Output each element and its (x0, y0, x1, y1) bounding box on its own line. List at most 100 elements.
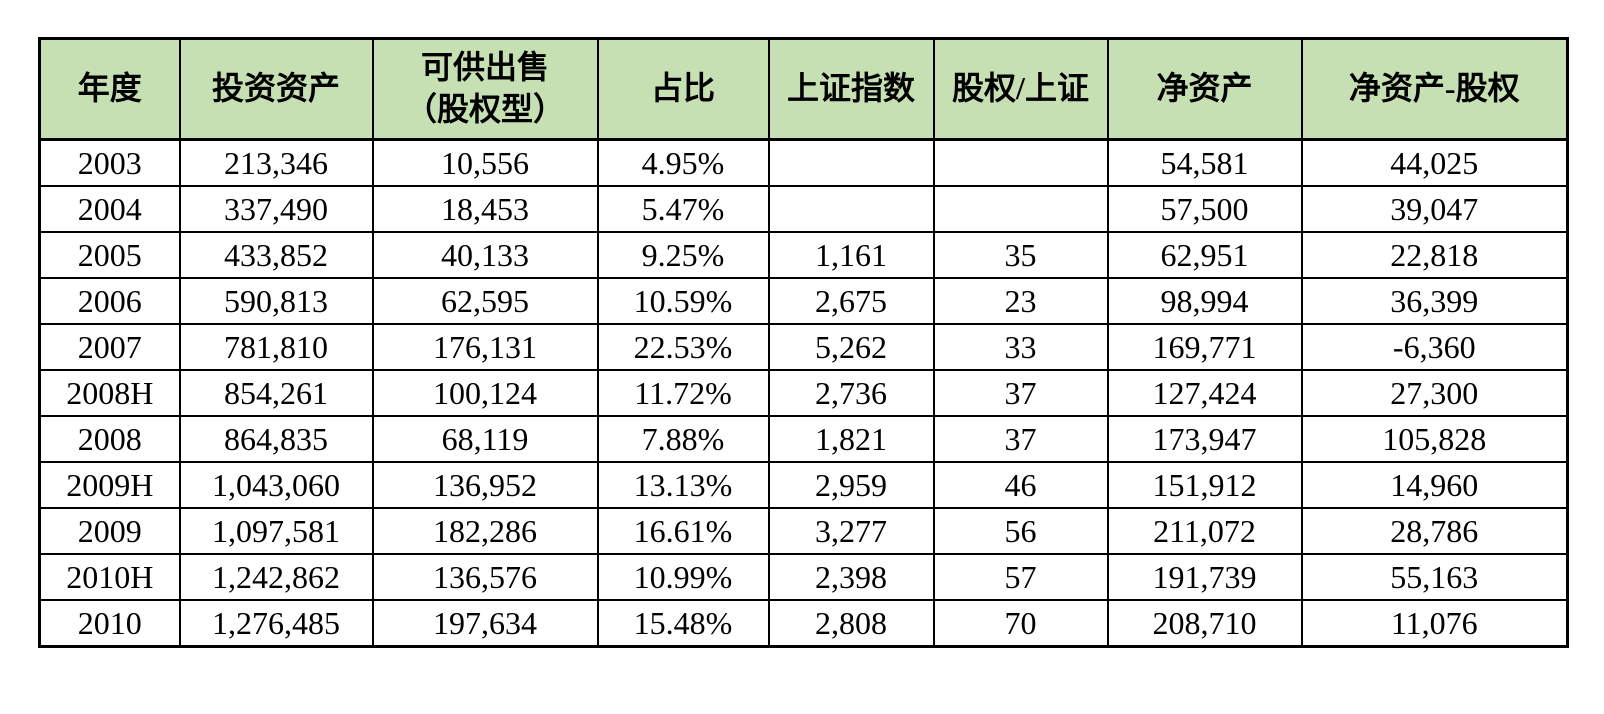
table-row-2010H: 2010H 1,242,862 136,576 10.99% 2,398 57 … (38, 553, 1569, 601)
cell-ratio: 15.48% (596, 599, 770, 648)
cell-net-assets: 127,424 (1106, 369, 1303, 417)
cell-net-assets: 62,951 (1106, 231, 1303, 279)
cell-net-assets: 191,739 (1106, 553, 1303, 601)
table-row-2005: 2005 433,852 40,133 9.25% 1,161 35 62,95… (38, 231, 1569, 279)
cell-investment-assets: 864,835 (178, 415, 374, 463)
cell-net-assets-minus-equity: 105,828 (1300, 415, 1569, 463)
cell-available-for-sale: 182,286 (371, 507, 599, 555)
cell-ratio: 16.61% (596, 507, 770, 555)
cell-equity-over-sse (932, 185, 1109, 233)
column-header-net-assets-minus-equity: 净资产-股权 (1300, 37, 1569, 141)
cell-sse-index: 2,675 (767, 277, 935, 325)
financial-data-table: 年度 投资资产 可供出售 （股权型） 占比 上证指数 股权/上证 净资产 净资产… (38, 37, 1569, 648)
cell-sse-index (767, 138, 935, 187)
table-row-2010: 2010 1,276,485 197,634 15.48% 2,808 70 2… (38, 599, 1569, 648)
cell-year: 2005 (38, 231, 181, 279)
table-row-2006: 2006 590,813 62,595 10.59% 2,675 23 98,9… (38, 277, 1569, 325)
cell-ratio: 11.72% (596, 369, 770, 417)
cell-ratio: 7.88% (596, 415, 770, 463)
cell-net-assets: 211,072 (1106, 507, 1303, 555)
cell-sse-index: 3,277 (767, 507, 935, 555)
cell-year: 2009 (38, 507, 181, 555)
cell-ratio: 10.99% (596, 553, 770, 601)
column-header-ratio: 占比 (596, 37, 770, 141)
cell-available-for-sale: 197,634 (371, 599, 599, 648)
column-header-net-assets: 净资产 (1106, 37, 1303, 141)
cell-net-assets-minus-equity: 14,960 (1300, 461, 1569, 509)
cell-ratio: 9.25% (596, 231, 770, 279)
cell-equity-over-sse: 57 (932, 553, 1109, 601)
cell-sse-index: 1,821 (767, 415, 935, 463)
cell-investment-assets: 213,346 (178, 138, 374, 187)
cell-sse-index: 2,959 (767, 461, 935, 509)
table-row-2009H: 2009H 1,043,060 136,952 13.13% 2,959 46 … (38, 461, 1569, 509)
cell-ratio: 10.59% (596, 277, 770, 325)
column-header-equity-over-sse: 股权/上证 (932, 37, 1109, 141)
cell-equity-over-sse: 33 (932, 323, 1109, 371)
cell-year: 2007 (38, 323, 181, 371)
cell-investment-assets: 1,043,060 (178, 461, 374, 509)
cell-investment-assets: 590,813 (178, 277, 374, 325)
cell-available-for-sale: 136,576 (371, 553, 599, 601)
cell-year: 2010H (38, 553, 181, 601)
cell-net-assets-minus-equity: 44,025 (1300, 138, 1569, 187)
cell-available-for-sale: 100,124 (371, 369, 599, 417)
cell-net-assets-minus-equity-negative: -6,360 (1300, 323, 1569, 371)
table-row-2003: 2003 213,346 10,556 4.95% 54,581 44,025 (38, 138, 1569, 187)
table-row-2007: 2007 781,810 176,131 22.53% 5,262 33 169… (38, 323, 1569, 371)
cell-equity-over-sse: 37 (932, 369, 1109, 417)
table-row-2004: 2004 337,490 18,453 5.47% 57,500 39,047 (38, 185, 1569, 233)
cell-equity-over-sse: 35 (932, 231, 1109, 279)
cell-available-for-sale: 68,119 (371, 415, 599, 463)
column-header-sse-index: 上证指数 (767, 37, 935, 141)
table-row-2008: 2008 864,835 68,119 7.88% 1,821 37 173,9… (38, 415, 1569, 463)
cell-ratio: 4.95% (596, 138, 770, 187)
cell-net-assets-minus-equity: 55,163 (1300, 553, 1569, 601)
table-header-row: 年度 投资资产 可供出售 （股权型） 占比 上证指数 股权/上证 净资产 净资产… (38, 37, 1569, 141)
cell-available-for-sale: 136,952 (371, 461, 599, 509)
cell-available-for-sale: 10,556 (371, 138, 599, 187)
cell-net-assets: 98,994 (1106, 277, 1303, 325)
cell-investment-assets: 433,852 (178, 231, 374, 279)
cell-net-assets: 173,947 (1106, 415, 1303, 463)
cell-sse-index: 2,398 (767, 553, 935, 601)
table-row-2009: 2009 1,097,581 182,286 16.61% 3,277 56 2… (38, 507, 1569, 555)
cell-ratio: 22.53% (596, 323, 770, 371)
cell-available-for-sale: 62,595 (371, 277, 599, 325)
cell-investment-assets: 1,097,581 (178, 507, 374, 555)
column-header-investment-assets: 投资资产 (178, 37, 374, 141)
cell-equity-over-sse: 56 (932, 507, 1109, 555)
cell-net-assets: 57,500 (1106, 185, 1303, 233)
cell-available-for-sale: 176,131 (371, 323, 599, 371)
cell-year: 2008H (38, 369, 181, 417)
column-header-year: 年度 (38, 37, 181, 141)
cell-sse-index: 2,808 (767, 599, 935, 648)
cell-net-assets-minus-equity: 22,818 (1300, 231, 1569, 279)
cell-equity-over-sse: 70 (932, 599, 1109, 648)
cell-net-assets-minus-equity: 27,300 (1300, 369, 1569, 417)
cell-year: 2006 (38, 277, 181, 325)
cell-net-assets-minus-equity: 28,786 (1300, 507, 1569, 555)
cell-equity-over-sse (932, 138, 1109, 187)
cell-available-for-sale: 18,453 (371, 185, 599, 233)
cell-net-assets: 151,912 (1106, 461, 1303, 509)
cell-net-assets-minus-equity: 36,399 (1300, 277, 1569, 325)
column-header-available-for-sale-equity: 可供出售 （股权型） (371, 37, 599, 141)
cell-net-assets-minus-equity: 11,076 (1300, 599, 1569, 648)
cell-year: 2009H (38, 461, 181, 509)
cell-sse-index: 2,736 (767, 369, 935, 417)
table-row-2008H: 2008H 854,261 100,124 11.72% 2,736 37 12… (38, 369, 1569, 417)
cell-ratio: 13.13% (596, 461, 770, 509)
cell-sse-index: 1,161 (767, 231, 935, 279)
cell-equity-over-sse: 37 (932, 415, 1109, 463)
cell-net-assets: 54,581 (1106, 138, 1303, 187)
cell-net-assets: 208,710 (1106, 599, 1303, 648)
cell-sse-index (767, 185, 935, 233)
cell-investment-assets: 337,490 (178, 185, 374, 233)
cell-sse-index: 5,262 (767, 323, 935, 371)
cell-net-assets: 169,771 (1106, 323, 1303, 371)
cell-net-assets-minus-equity: 39,047 (1300, 185, 1569, 233)
cell-equity-over-sse: 46 (932, 461, 1109, 509)
cell-year: 2008 (38, 415, 181, 463)
cell-year: 2004 (38, 185, 181, 233)
